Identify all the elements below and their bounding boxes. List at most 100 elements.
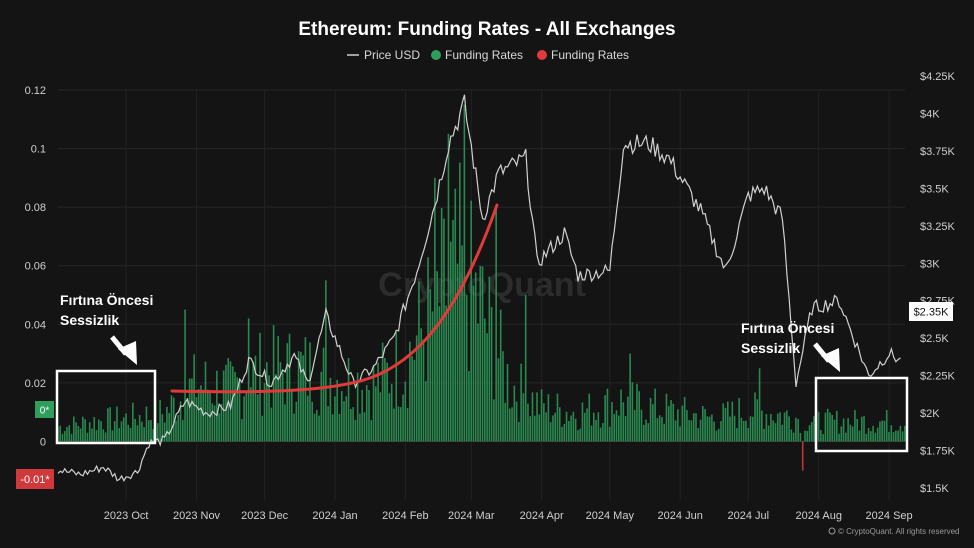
- funding-bar: [470, 200, 472, 442]
- funding-bar: [736, 428, 738, 442]
- funding-bar: [334, 396, 336, 442]
- funding-bar: [100, 421, 102, 442]
- funding-bar: [799, 432, 802, 442]
- funding-bar: [647, 423, 650, 442]
- funding-bar: [179, 401, 182, 442]
- funding-bar: [411, 356, 413, 442]
- funding-bar: [504, 403, 507, 442]
- funding-bar: [849, 424, 852, 442]
- funding-bar: [75, 422, 77, 442]
- funding-bar: [331, 414, 334, 442]
- x-tick-label: 2024 Jan: [312, 510, 357, 522]
- funding-bar: [352, 407, 354, 442]
- funding-bar: [479, 265, 482, 442]
- funding-bar: [824, 412, 827, 442]
- funding-bar: [247, 318, 250, 442]
- funding-bar: [851, 426, 854, 442]
- funding-bar: [579, 428, 581, 442]
- annotation-left-line1: Fırtına Öncesi: [60, 292, 153, 308]
- funding-bar: [502, 351, 504, 442]
- funding-bar: [488, 276, 491, 442]
- funding-bar: [733, 415, 736, 442]
- funding-bar: [188, 378, 191, 442]
- funding-bar: [740, 417, 743, 442]
- funding-bar: [184, 309, 186, 442]
- funding-bar: [497, 358, 500, 442]
- y-right-tick-label: $3.75K: [920, 146, 956, 158]
- funding-bar: [107, 408, 109, 442]
- y-left-tick-label: 0.12: [25, 85, 46, 97]
- funding-bar: [327, 406, 329, 442]
- funding-bar: [811, 422, 813, 442]
- funding-bar: [577, 430, 579, 442]
- funding-bar: [79, 428, 82, 442]
- funding-bar: [186, 397, 189, 442]
- funding-bar: [141, 421, 143, 442]
- funding-bar: [409, 341, 411, 442]
- funding-bar: [311, 401, 314, 442]
- funding-bar: [427, 257, 429, 442]
- y-right-tick-label: $3.25K: [920, 221, 956, 233]
- funding-bar: [431, 311, 434, 442]
- funding-bar: [459, 162, 461, 442]
- funding-bar: [200, 385, 202, 442]
- funding-bar: [206, 389, 209, 442]
- funding-bar: [393, 408, 395, 442]
- funding-bar: [138, 415, 141, 442]
- funding-bar: [456, 263, 459, 442]
- funding-bar: [879, 421, 881, 442]
- funding-bar: [268, 375, 270, 442]
- funding-bar: [486, 333, 488, 442]
- funding-bar: [688, 420, 690, 442]
- funding-bar: [102, 429, 105, 442]
- funding-bar: [413, 359, 416, 442]
- funding-bar: [638, 391, 641, 442]
- funding-bar: [627, 396, 629, 442]
- funding-bar: [656, 418, 659, 442]
- funding-bar: [465, 295, 468, 442]
- funding-bar: [872, 425, 874, 442]
- funding-bar: [143, 427, 145, 442]
- funding-bar: [490, 306, 493, 442]
- funding-bar: [792, 432, 795, 442]
- funding-bar: [399, 407, 402, 442]
- y-left-tick-label: 0.04: [25, 319, 46, 331]
- funding-bar: [493, 399, 495, 442]
- x-tick-label: 2024 Sep: [866, 510, 913, 522]
- funding-bar: [686, 410, 688, 442]
- price-line: [57, 94, 901, 482]
- funding-bar: [356, 372, 359, 442]
- funding-bar: [858, 430, 861, 442]
- funding-bar: [286, 343, 289, 442]
- funding-bar: [288, 333, 291, 442]
- funding-bar: [402, 394, 404, 442]
- funding-bar: [761, 410, 763, 442]
- funding-bar: [93, 417, 96, 442]
- funding-bar: [145, 406, 148, 442]
- funding-bar: [570, 415, 572, 442]
- funding-bar: [111, 430, 114, 442]
- legend-funding-negative-marker: [537, 50, 547, 60]
- funding-bar: [254, 355, 257, 442]
- funding-bar: [166, 406, 168, 442]
- funding-bar: [649, 397, 652, 442]
- funding-bar: [225, 364, 227, 442]
- funding-bar: [547, 394, 550, 442]
- funding-bar: [588, 393, 591, 442]
- funding-bar: [888, 431, 890, 442]
- funding-bar: [631, 382, 634, 442]
- funding-bar: [422, 339, 425, 442]
- funding-bar: [222, 370, 225, 442]
- annotation-right: Fırtına Öncesi Sessizlik: [741, 320, 909, 453]
- funding-bar: [885, 410, 888, 442]
- funding-bar: [284, 404, 286, 442]
- funding-bar: [82, 416, 84, 442]
- funding-bar: [345, 396, 348, 442]
- funding-bar: [801, 441, 804, 471]
- funding-bar: [715, 430, 718, 442]
- funding-bar: [817, 411, 820, 442]
- funding-bar: [529, 416, 532, 442]
- funding-bar: [377, 362, 379, 442]
- funding-bar: [477, 323, 479, 442]
- funding-bar: [513, 385, 516, 442]
